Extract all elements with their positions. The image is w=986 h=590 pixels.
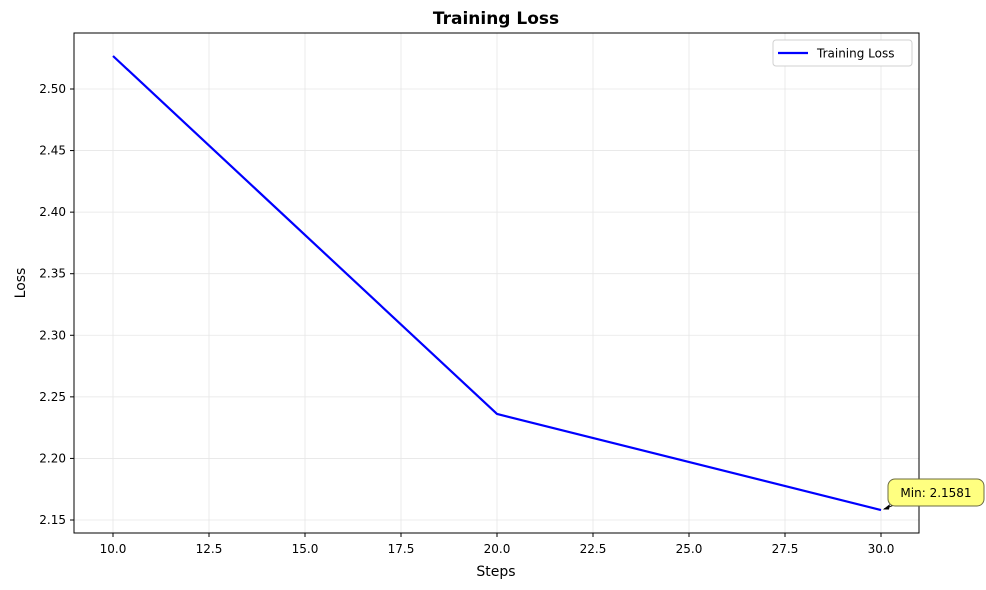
plot-frame <box>73 32 920 534</box>
y-tick-label: 2.20 <box>39 451 66 465</box>
x-tick-label: 27.5 <box>772 542 799 556</box>
x-tick-label: 22.5 <box>580 542 607 556</box>
arrow-icon <box>883 504 890 510</box>
annotation-text: Min: 2.1581 <box>900 486 971 500</box>
y-tick-label: 2.35 <box>39 267 66 281</box>
x-tick-label: 25.0 <box>676 542 703 556</box>
legend-label: Training Loss <box>816 47 894 61</box>
axis-ticks: 10.0 12.5 15.0 17.5 20.0 22.5 25.0 27.5 30.0 2.15… <box>39 82 894 556</box>
x-tick-label: 17.5 <box>388 542 415 556</box>
min-annotation: Min: 2.1581 <box>883 478 985 510</box>
chart-title: Training Loss <box>433 9 559 29</box>
x-tick-label: 12.5 <box>196 542 223 556</box>
y-tick-label: 2.40 <box>39 205 66 219</box>
x-tick-label: 10.0 <box>100 542 127 556</box>
x-tick-label: 15.0 <box>292 542 319 556</box>
x-tick-label: 30.0 <box>868 542 895 556</box>
y-axis-label: Loss <box>13 268 29 299</box>
y-tick-label: 2.30 <box>39 328 66 342</box>
y-tick-label: 2.25 <box>39 390 66 404</box>
y-tick-label: 2.15 <box>39 513 66 527</box>
x-tick-label: 20.0 <box>484 542 511 556</box>
annotation-box <box>887 478 985 507</box>
y-tick-label: 2.50 <box>39 82 66 96</box>
y-tick-label: 2.45 <box>39 144 66 158</box>
x-axis-label: Steps <box>476 564 515 580</box>
legend: Training Loss <box>772 39 913 67</box>
grid-lines <box>74 33 919 533</box>
training-loss-line <box>112 55 882 512</box>
